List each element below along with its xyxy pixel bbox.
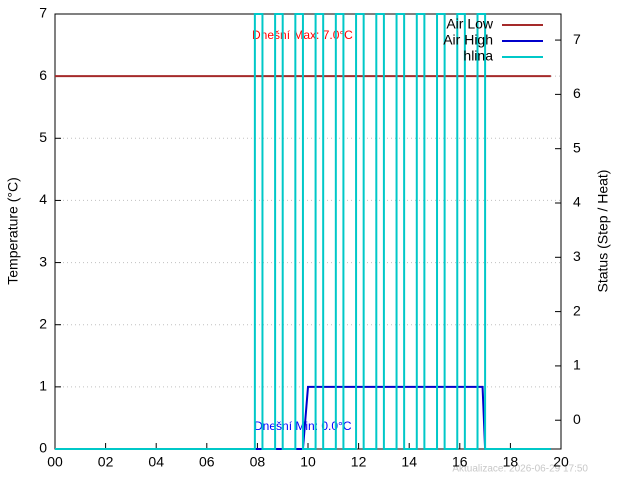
x-tick-label: 06 (199, 454, 215, 470)
y2-tick-label: 4 (573, 194, 581, 210)
x-tick-label: 14 (401, 454, 417, 470)
y-tick-label: 4 (39, 191, 47, 207)
legend-label: hlina (463, 48, 493, 64)
y-tick-label: 7 (39, 5, 47, 21)
x-tick-label: 12 (351, 454, 367, 470)
y-tick-label: 1 (39, 378, 47, 394)
x-tick-label: 00 (47, 454, 63, 470)
x-tick-label: 02 (98, 454, 114, 470)
x-tick-label: 16 (452, 454, 468, 470)
y-tick-label: 6 (39, 67, 47, 83)
x-tick-label: 04 (148, 454, 164, 470)
y2-tick-label: 1 (573, 357, 581, 373)
y-tick-label: 5 (39, 129, 47, 145)
y2-tick-label: 3 (573, 248, 581, 264)
y2-axis-label: Status (Step / Heat) (595, 170, 611, 293)
y2-tick-label: 0 (573, 411, 581, 427)
x-tick-label: 10 (300, 454, 316, 470)
x-tick-label: 18 (503, 454, 519, 470)
y-axis-label: Temperature (°C) (5, 177, 21, 285)
y-tick-label: 0 (39, 440, 47, 456)
y2-tick-label: 7 (573, 31, 581, 47)
y2-tick-label: 6 (573, 85, 581, 101)
y2-tick-label: 2 (573, 302, 581, 318)
y-tick-label: 3 (39, 253, 47, 269)
x-tick-label: 20 (553, 454, 569, 470)
footer: Aktualizace: 2026-06-29 17:50 (452, 464, 588, 475)
legend-label: Air High (443, 32, 493, 48)
y-tick-label: 2 (39, 315, 47, 331)
x-tick-label: 08 (250, 454, 266, 470)
series-line (55, 13, 551, 450)
legend-label: Air Low (446, 16, 494, 32)
y2-tick-label: 5 (573, 139, 581, 155)
